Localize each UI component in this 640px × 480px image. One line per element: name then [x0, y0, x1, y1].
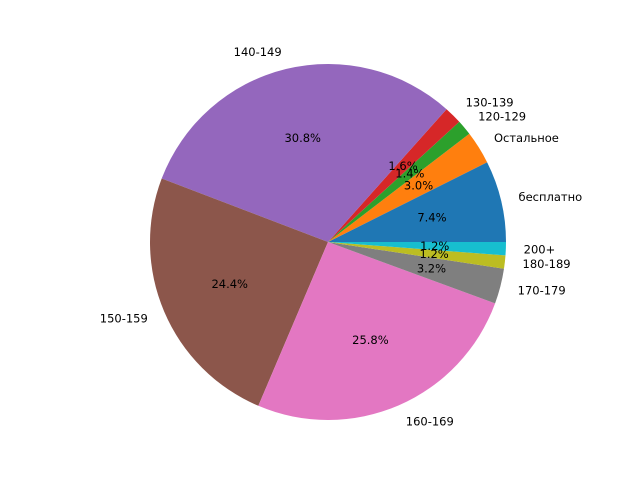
- slice-percent-label-8: 3.2%: [417, 262, 446, 276]
- pie-slice-2: [328, 133, 488, 242]
- slice-percent-label-7: 25.8%: [352, 333, 389, 347]
- slice-label-7: 160-169: [406, 415, 454, 429]
- slice-percent-label-10: 1.2%: [420, 239, 449, 253]
- pie-slice-8: [328, 242, 504, 304]
- pie-slice-9: [328, 242, 506, 269]
- slices-layer: [150, 63, 506, 420]
- slice-percent-label-5: 30.8%: [284, 131, 321, 145]
- slice-label-1: бесплатно: [519, 190, 583, 204]
- pie-slice-3: [328, 121, 470, 242]
- slice-label-2: Остальное: [494, 131, 559, 145]
- pie-slice-4: [328, 109, 460, 242]
- slice-percent-label-2: 3.0%: [404, 178, 433, 192]
- slice-label-4: 130-139: [466, 96, 514, 110]
- pie-slice-1: [328, 162, 506, 242]
- slice-label-3: 120-129: [478, 109, 526, 123]
- slice-percent-label-6: 24.4%: [211, 277, 248, 291]
- slice-percent-label-3: 1.4%: [395, 166, 424, 180]
- slice-percent-label-9: 1.2%: [420, 247, 449, 261]
- slice-label-6: 150-159: [100, 312, 148, 326]
- pie-slice-6: [150, 178, 328, 406]
- pie-slice-5: [161, 63, 447, 242]
- slice-percent-label-4: 1.6%: [388, 159, 417, 173]
- slice-percent-label-1: 7.4%: [417, 210, 446, 224]
- pie-slice-7: [258, 242, 496, 420]
- slice-label-10: 200+: [524, 242, 556, 256]
- slice-label-8: 170-179: [518, 284, 566, 298]
- pie-slice-10: [328, 242, 506, 256]
- labels-layer: бесплатно 7.4% Остальное 3.0% 120-129 1.4% 130…: [100, 45, 582, 429]
- slice-label-5: 140-149: [234, 45, 282, 59]
- slice-label-9: 180-189: [523, 257, 571, 271]
